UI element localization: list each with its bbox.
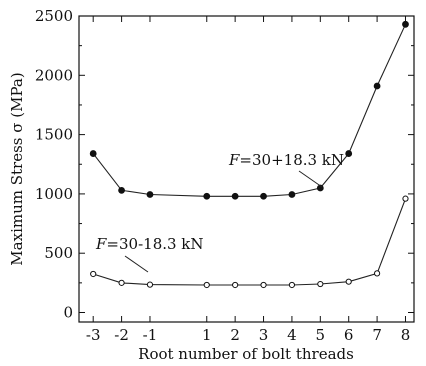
y-tick-label: 500: [44, 244, 73, 262]
x-tick-label: 1: [202, 326, 212, 344]
x-tick-label: 5: [316, 326, 326, 344]
data-point: [118, 186, 125, 194]
y-tick-label: 2500: [35, 7, 73, 25]
series-label-upper-rest: =30+18.3 kN: [239, 151, 344, 169]
series-label-upper-leader: [298, 170, 323, 188]
ticks-layer: -3 -2 -1 1 2 3 4 5 6 7 8 0 500 1000 1500 2000 2500: [35, 7, 414, 344]
data-point: [345, 150, 353, 157]
series-label-upper: F=30+18.3 kN: [228, 151, 344, 169]
data-point: [146, 281, 154, 288]
data-point: [260, 281, 267, 289]
data-point: [231, 192, 239, 200]
data-point: [373, 270, 381, 277]
data-point: [288, 191, 296, 198]
data-point: [118, 279, 125, 286]
data-point: [203, 192, 211, 200]
x-tick-label: -3: [86, 326, 101, 344]
x-axis-label: Root number of bolt threads: [138, 345, 354, 363]
data-point: [89, 150, 97, 157]
data-point: [260, 192, 267, 200]
series-label-lower-rest: =30-18.3 kN: [106, 235, 203, 253]
data-point: [232, 281, 239, 289]
x-tick-label: 2: [230, 326, 240, 344]
x-tick-label: 4: [287, 326, 297, 344]
x-tick-label: -2: [114, 326, 129, 344]
series-layer: [89, 20, 409, 289]
data-point: [146, 191, 154, 198]
data-point: [345, 278, 352, 285]
x-tick-label: 7: [372, 326, 382, 344]
y-axis-label: Maximum Stress σ (MPa): [8, 72, 26, 265]
series-label-lower-italic: F: [95, 235, 107, 253]
data-point: [402, 20, 409, 28]
plot-frame: [78, 15, 415, 323]
x-tick-label: 6: [344, 326, 354, 344]
series-label-lower-leader: [124, 255, 149, 273]
y-tick-label: 0: [63, 304, 73, 322]
data-point: [317, 280, 324, 288]
x-tick-label: 3: [259, 326, 269, 344]
data-point: [402, 195, 409, 202]
y-tick-label: 2000: [35, 66, 73, 84]
x-tick-label: 8: [401, 326, 411, 344]
series-label-upper-italic: F: [228, 151, 240, 169]
series-label-lower: F=30-18.3 kN: [95, 235, 204, 253]
x-tick-label: -1: [143, 326, 158, 344]
y-tick-label: 1500: [35, 126, 73, 144]
y-tick-label: 1000: [35, 185, 73, 203]
data-point: [203, 281, 210, 289]
data-point: [288, 281, 296, 289]
data-point: [90, 270, 97, 278]
data-point: [373, 82, 381, 90]
series-line-0: [92, 24, 406, 197]
